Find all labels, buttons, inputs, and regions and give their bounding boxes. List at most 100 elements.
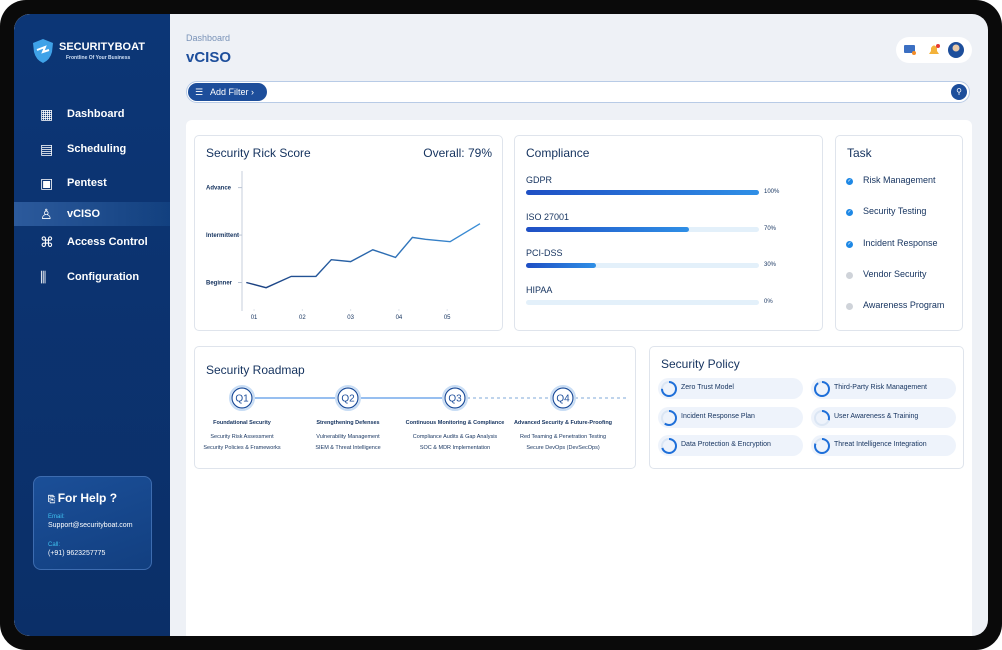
nav-item[interactable]: ⫼ Configuration bbox=[14, 265, 170, 289]
brand-tagline: Frontline Of Your Business bbox=[66, 55, 131, 61]
header-icons-svg bbox=[904, 42, 964, 58]
nav-item[interactable]: ▦ Dashboard bbox=[14, 102, 170, 126]
policy-ring bbox=[661, 438, 677, 454]
roadmap-title: Security Roadmap bbox=[206, 363, 305, 377]
compliance-name: PCI-DSS bbox=[526, 248, 563, 258]
policy-label: Incident Response Plan bbox=[681, 412, 755, 420]
task-status bbox=[846, 271, 853, 279]
screen: SECURITYBOAT Frontline Of Your Business … bbox=[14, 14, 988, 636]
policy-label: Data Protection & Encryption bbox=[681, 441, 771, 448]
policy-ring bbox=[814, 409, 830, 426]
task-status bbox=[846, 303, 853, 311]
compliance-bar bbox=[526, 263, 596, 268]
task-label: Security Testing bbox=[863, 206, 927, 217]
search-bar[interactable]: ☰ Add Filter › ⚲ bbox=[186, 81, 970, 103]
search-button[interactable]: ⚲ bbox=[951, 84, 967, 100]
policy-ring bbox=[814, 438, 830, 454]
task-title: Task bbox=[847, 146, 872, 160]
quarter-item: Compliance Audits & Gap Analysis bbox=[412, 434, 498, 440]
policy-item[interactable]: Threat Intelligence Integration bbox=[811, 435, 956, 456]
quarter-node-inner bbox=[444, 387, 466, 409]
y-tick-label: Beginner bbox=[206, 281, 233, 287]
task-label: Risk Management bbox=[863, 175, 936, 185]
compliance-track bbox=[526, 299, 759, 305]
policy-title: Security Policy bbox=[661, 357, 740, 371]
compliance-track bbox=[526, 190, 759, 195]
risk-line bbox=[246, 223, 481, 289]
quarter-node-inner bbox=[231, 387, 253, 409]
logo-shield bbox=[33, 39, 53, 63]
x-tick-label: 04 bbox=[396, 315, 403, 321]
risk-overall: Overall: 79% bbox=[423, 146, 492, 160]
policy-item[interactable]: Third-Party Risk Management bbox=[811, 378, 956, 399]
quarter-item: Red Teaming & Penetration Testing bbox=[519, 434, 607, 440]
quarter-node-inner bbox=[337, 387, 359, 409]
call-label: Call: bbox=[48, 542, 61, 548]
compliance-name: GDPR bbox=[526, 175, 553, 185]
policy-item[interactable]: Zero Trust Model bbox=[658, 378, 803, 399]
quarter-title: Strengthening Defenses bbox=[316, 420, 380, 426]
compliance-track bbox=[526, 226, 759, 232]
risk-chart: Beginner Intermittent Advance 01 02 03 04 05 bbox=[206, 171, 481, 321]
add-filter-button[interactable]: ☰ Add Filter › bbox=[188, 83, 267, 101]
quarter-item: Secure DevOps (DevSecOps) bbox=[526, 445, 600, 451]
quarter-item: Security Risk Assessment bbox=[210, 434, 274, 440]
bell-icon[interactable] bbox=[929, 45, 939, 55]
ring-progress bbox=[814, 409, 830, 426]
policy-label: User Awareness & Training bbox=[834, 412, 919, 420]
risk-title: Security Rick Score bbox=[206, 146, 311, 160]
policy-ring bbox=[814, 381, 830, 397]
ring-progress bbox=[814, 381, 830, 397]
nav-item[interactable]: ♙ vCISO bbox=[14, 202, 170, 226]
policy-item[interactable]: Data Protection & Encryption bbox=[658, 435, 803, 456]
compliance-name: HIPAA bbox=[526, 284, 553, 295]
risk-card: Security Rick Score Overall: 79% Beginne… bbox=[194, 135, 503, 331]
compliance-name: ISO 27001 bbox=[526, 211, 570, 222]
nav-label: Pentest bbox=[67, 177, 107, 189]
quarter-item: Vulnerability Management bbox=[316, 434, 380, 440]
roadmap-card: Security Roadmap Q1 Q2 Q3 Q4 Foundational S… bbox=[194, 346, 636, 469]
nav-label: Dashboard bbox=[67, 108, 125, 120]
email-label: Email: bbox=[48, 514, 65, 520]
email[interactable]: Support@securityboat.com bbox=[48, 522, 133, 529]
chat-icon[interactable] bbox=[904, 45, 915, 53]
sidebar: SECURITYBOAT Frontline Of Your Business … bbox=[14, 14, 170, 636]
quarter-label: Q2 bbox=[341, 394, 355, 405]
x-tick-label: 02 bbox=[299, 315, 306, 321]
quarter-title: Foundational Security bbox=[213, 420, 271, 426]
policy-label: Zero Trust Model bbox=[681, 384, 734, 391]
quarter-item: Security Policies & Frameworks bbox=[203, 445, 281, 451]
quarter-label: Q1 bbox=[235, 394, 249, 405]
policy-card: Security Policy Zero Trust Model Third-Pa… bbox=[649, 346, 964, 469]
policy-ring bbox=[661, 409, 677, 426]
add-filter-text: Add Filter bbox=[210, 87, 249, 97]
quarter-item: SOC & MDR Implementation bbox=[419, 445, 491, 451]
nav-icon: ⌘ bbox=[40, 234, 54, 250]
nav-icon: ▦ bbox=[40, 106, 54, 122]
nav-label: Scheduling bbox=[67, 143, 127, 155]
x-tick-label: 01 bbox=[251, 315, 258, 321]
phone[interactable]: (+91) 9623257775 bbox=[48, 550, 106, 557]
compliance-label: 0% bbox=[764, 298, 773, 305]
task-label: Awareness Program bbox=[863, 300, 945, 311]
ring-progress bbox=[661, 409, 677, 426]
page-title: vCISO bbox=[186, 49, 232, 66]
nav-label: Configuration bbox=[67, 271, 140, 283]
nav-item[interactable]: ▣ Pentest bbox=[14, 171, 170, 195]
policy-item[interactable]: User Awareness & Training bbox=[811, 406, 956, 428]
ring-progress bbox=[814, 438, 830, 454]
quarter-node-inner bbox=[552, 387, 574, 409]
nav-label: vCISO bbox=[67, 208, 101, 220]
breadcrumb[interactable]: Dashboard bbox=[186, 33, 231, 43]
quarter-label: Q3 bbox=[448, 394, 462, 405]
nav-icon: ♙ bbox=[40, 206, 53, 222]
nav-item[interactable]: ▤ Scheduling bbox=[14, 137, 170, 161]
quarter-title: Advanced Security & Future-Proofing bbox=[513, 420, 613, 426]
nav-icon: ⫼ bbox=[40, 269, 47, 285]
nav-item[interactable]: ⌘ Access Control bbox=[14, 230, 170, 254]
help-title: ⎘ For Help ? bbox=[48, 491, 118, 505]
compliance-bar bbox=[526, 226, 690, 232]
policy-item[interactable]: Incident Response Plan bbox=[658, 406, 803, 428]
nav-icon: ▣ bbox=[40, 175, 54, 191]
